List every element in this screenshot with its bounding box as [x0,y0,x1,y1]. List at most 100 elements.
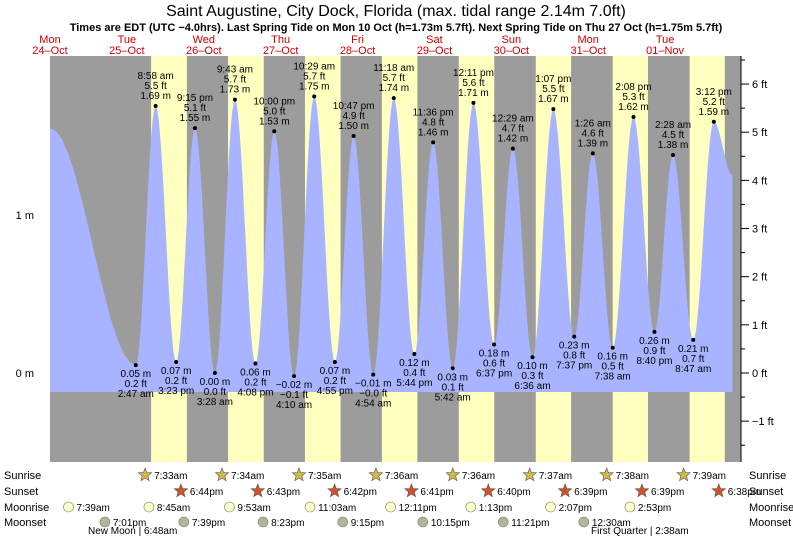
low-tide-point [492,342,497,347]
high-tide-time: 10:00 pm [253,96,295,107]
day-date: 27–Oct [263,45,298,57]
sunrise-icon [291,467,307,482]
right-tick-label: 3 ft [752,224,767,236]
moonrise-icon [545,501,556,513]
right-tick-label: 2 ft [752,272,767,284]
high-tide-feet: 5.6 ft [462,78,484,89]
low-tide-feet: 0.5 ft [602,362,624,373]
high-tide-feet: 4.5 ft [662,130,684,141]
low-tide-time: 7:38 am [595,372,631,383]
sunset-icon [480,483,496,498]
low-tide-time: 4:10 am [276,400,312,411]
tide-area [50,96,733,392]
moonrise-time: 2:07pm [559,503,592,514]
low-tide-meters: 0.03 m [437,372,468,383]
high-tide-meters: 1.50 m [338,121,369,132]
moonset-time: 12:30am [592,518,631,529]
moonset-time: 9:15pm [351,518,384,529]
low-tide-feet: 0.8 ft [563,351,585,362]
moonrise-icon [224,501,235,513]
sunrise-icon [137,467,153,482]
high-tide-point [471,100,476,105]
moon-phase-first-quarter: First Quarter | 2:38am [591,526,689,537]
day-date: 29–Oct [417,45,452,57]
high-tide-time: 2:28 am [655,120,691,131]
low-tide-feet: 0.1 ft [442,382,464,393]
high-tide-time: 10:29 am [293,62,335,73]
high-tide-point [551,107,556,112]
low-tide-time: 6:37 pm [476,369,512,380]
low-tide-time: 4:55 pm [317,386,353,397]
low-tide-time: 3:23 pm [158,386,194,397]
sunrise-time: 7:35am [308,471,341,482]
high-tide-meters: 1.39 m [578,138,609,149]
high-tide-feet: 5.2 ft [703,97,725,108]
almanac-label-right: Sunset [749,486,783,498]
day-name: Mon [39,34,60,46]
low-tide-meters: 0.07 m [161,366,192,377]
right-tick-label: 1 ft [752,320,767,332]
low-tide-point [253,361,258,366]
almanac-label-left: Moonset [4,517,46,529]
high-tide-meters: 1.46 m [418,127,449,138]
moon-phase-new: New Moon | 6:48am [88,526,177,537]
sunrise-icon [599,467,615,482]
moonset-icon [257,516,269,528]
sunset-icon [403,483,419,498]
sunrise-time: 7:34am [231,471,264,482]
day-name: Wed [193,34,215,46]
low-tide-point [371,372,376,377]
moonset-icon [578,516,590,528]
low-tide-feet: 0.9 ft [643,346,665,357]
moonset-time: 8:23pm [271,518,304,529]
axes: 0 m 1 m −1 ft 0 ft 1 ft 2 ft 3 ft 4 ft 5 ft 6 ft [16,56,774,462]
high-tide-meters: 1.38 m [658,140,689,151]
moonrise-icon [63,501,74,513]
low-tide-time: 3:28 am [197,397,233,408]
day-name: Tue [656,34,675,46]
high-tide-meters: 1.67 m [538,94,569,105]
day-name: Fri [351,34,364,46]
sunrise-icon [522,467,538,482]
sunset-time: 6:39pm [574,487,607,498]
moonrise-time: 11:03am [318,503,356,514]
high-tide-feet: 5.7 ft [224,75,246,86]
right-tick-label: 6 ft [752,79,767,91]
sunset-icon [711,483,727,498]
chart-title: Saint Augustine, City Dock, Florida (max… [166,3,626,20]
high-tide-meters: 1.53 m [259,116,290,127]
low-tide-feet: 0.6 ft [483,359,505,370]
high-tide-meters: 1.59 m [699,107,730,118]
high-tide-point [272,129,277,134]
chart-subtitle: Times are EDT (UTC −4.0hrs). Last Spring… [70,22,723,34]
low-tide-feet: 0.7 ft [682,354,704,365]
left-tick-label: 0 m [16,368,34,380]
sunset-time: 6:41pm [420,487,453,498]
low-tide-meters: 0.12 m [399,358,430,369]
high-tide-feet: 4.7 ft [502,124,524,135]
sunset-icon [557,483,573,498]
moonset-icon [178,516,190,528]
sunset-time: 6:38pm [728,487,761,498]
plot-area: 0.05 m0.2 ft2:47 am8:58 am5.5 ft1.69 m0.… [50,56,741,462]
moonset-time: 7:39pm [192,518,225,529]
high-tide-feet: 4.6 ft [582,128,604,139]
high-tide-feet: 5.7 ft [303,72,325,83]
day-date: 25–Oct [109,45,144,57]
low-tide-feet: 0.4 ft [403,368,425,379]
day-date: 31–Oct [570,45,605,57]
low-tide-time: 4:54 am [355,399,391,410]
high-tide-time: 11:18 am [373,63,414,74]
moonrise-icon [143,501,155,513]
almanac-label-left: Moonrise [4,502,49,514]
high-tide-feet: 4.9 ft [343,111,365,122]
high-tide-feet: 5.7 ft [383,73,405,84]
almanac-label-right: Moonrise [749,502,793,514]
high-tide-point [153,103,158,108]
low-tide-meters: 0.10 m [517,361,548,372]
moonset-icon [99,516,111,528]
low-tide-time: 8:40 pm [636,356,672,367]
high-tide-time: 9:43 am [217,65,253,76]
moonrise-icon [624,501,636,513]
low-tide-point [450,366,455,371]
